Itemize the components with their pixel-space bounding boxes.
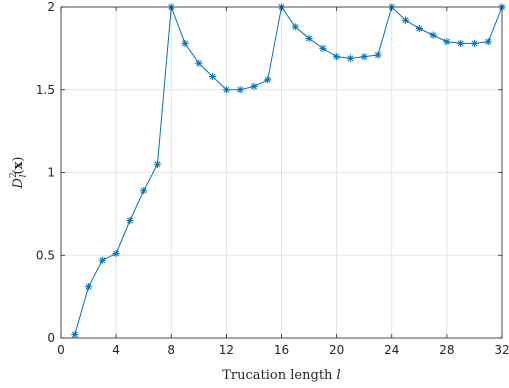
x-tick-label: 28	[439, 343, 454, 357]
data-point	[112, 249, 120, 258]
data-point	[457, 39, 465, 48]
data-point	[360, 53, 368, 61]
y-tick-label: 0.5	[36, 248, 55, 262]
data-point	[374, 51, 382, 59]
data-point	[470, 39, 479, 48]
data-point	[126, 216, 134, 225]
x-tick-label: 0	[57, 343, 65, 357]
series-line	[74, 5, 503, 335]
data-point	[264, 76, 272, 84]
data-point	[346, 54, 355, 62]
x-tick-label: 16	[274, 343, 289, 357]
ticks	[60, 6, 503, 339]
data-point	[195, 59, 203, 67]
data-point	[250, 82, 258, 91]
data-point	[401, 16, 410, 24]
grid	[60, 6, 503, 339]
data-point	[333, 53, 341, 61]
data-point	[291, 23, 299, 31]
data-point	[443, 38, 451, 46]
y-label-paren-close: )	[11, 157, 26, 162]
x-tick-label: 4	[112, 343, 120, 357]
data-point	[153, 160, 162, 168]
y-tick-label: 0	[47, 331, 55, 345]
y-label-superscript: 2	[9, 172, 19, 178]
y-label-subscript: l	[19, 174, 29, 177]
y-tick-label: 1	[47, 166, 55, 180]
data-point	[415, 24, 423, 33]
data-point	[222, 86, 230, 94]
y-label-symbol: D	[11, 177, 26, 189]
x-tick-label: 24	[384, 343, 399, 357]
series	[71, 3, 506, 339]
x-tick-label: 12	[219, 343, 234, 357]
data-point	[305, 34, 313, 43]
y-tick-label: 2	[47, 0, 55, 14]
x-tick-label: 32	[494, 343, 509, 357]
y-label-paren-open: (	[11, 169, 26, 174]
y-tick-label: 1.5	[36, 83, 55, 97]
x-axis-label-variable: l	[337, 368, 341, 383]
x-tick-label: 8	[167, 343, 175, 357]
x-axis-label-text: Trucation length	[222, 368, 336, 383]
data-point	[236, 86, 244, 94]
tick-labels: 0 4 8 12 16 20 24 28 32 0 0.5 1 1.5 2	[36, 0, 509, 357]
data-point	[140, 187, 148, 195]
x-axis-label: Trucation length l	[222, 368, 340, 383]
data-point	[484, 38, 492, 46]
data-point	[98, 256, 106, 264]
x-tick-label: 20	[329, 343, 344, 357]
data-point	[71, 331, 79, 339]
data-point	[319, 44, 327, 52]
data-point	[84, 283, 93, 291]
y-axis-label: D2l(x)	[9, 157, 29, 190]
y-label-vector: x	[11, 161, 26, 169]
data-point	[208, 72, 217, 81]
data-point	[181, 39, 189, 48]
data-point	[429, 31, 437, 39]
